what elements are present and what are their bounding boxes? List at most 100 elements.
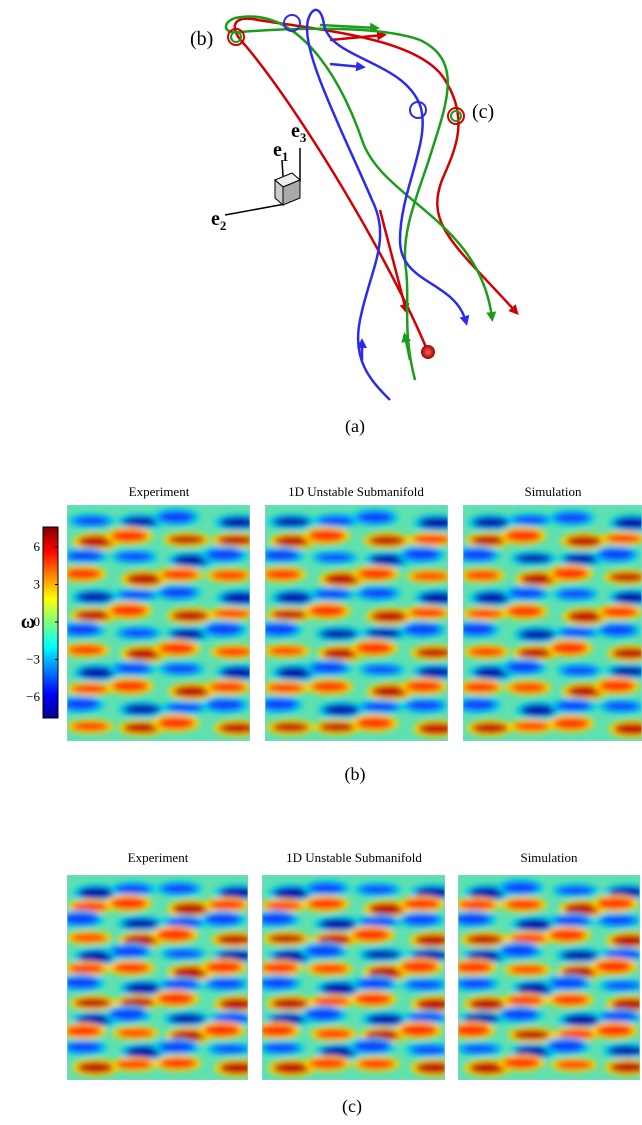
vortex xyxy=(64,568,101,579)
vortex xyxy=(403,914,440,925)
vortex xyxy=(65,1026,101,1037)
vortex xyxy=(513,516,549,524)
vortex xyxy=(172,903,208,915)
vorticity-field xyxy=(255,505,461,741)
vortex xyxy=(212,1045,248,1053)
vortex xyxy=(516,919,552,931)
vorticity-field xyxy=(57,505,263,741)
vortex xyxy=(265,902,302,910)
colorbar-tick-label: −6 xyxy=(26,689,40,704)
vortex xyxy=(217,934,253,944)
vortex xyxy=(213,610,250,618)
vortex xyxy=(113,963,149,973)
vortex xyxy=(116,1060,152,1069)
vortex xyxy=(416,648,453,658)
panel-title: Simulation xyxy=(520,850,578,865)
vortex xyxy=(511,934,547,943)
vortex xyxy=(564,1014,600,1026)
vortex xyxy=(356,717,393,729)
vortex xyxy=(125,982,161,994)
vortex xyxy=(305,1008,342,1020)
vortex xyxy=(404,624,441,636)
vortex xyxy=(403,548,440,560)
figure: (b) (c) e1 e2 e3 (a) Experiment 1D Unsta… xyxy=(0,0,642,1125)
vortex xyxy=(371,611,408,623)
vortex xyxy=(459,623,495,635)
vortex xyxy=(560,628,596,636)
vortex xyxy=(205,913,241,925)
vortex xyxy=(403,899,440,910)
vortex xyxy=(596,1025,632,1037)
vortex xyxy=(505,530,541,542)
vortex xyxy=(566,536,602,547)
vortex xyxy=(557,886,593,894)
vortex xyxy=(606,534,642,542)
vortex xyxy=(459,900,495,909)
vortex xyxy=(71,934,107,942)
vortex xyxy=(552,568,588,580)
vortex xyxy=(507,996,543,1005)
vortex xyxy=(209,900,245,909)
vortex xyxy=(220,517,257,528)
vortex xyxy=(362,702,399,711)
vortex xyxy=(468,647,504,656)
vortex xyxy=(548,1040,584,1052)
vortex xyxy=(509,966,545,974)
vortex xyxy=(211,571,248,580)
vortex xyxy=(112,946,148,957)
vortex xyxy=(466,934,502,944)
vortex xyxy=(418,723,455,735)
vortex xyxy=(356,979,393,989)
vortex xyxy=(272,998,309,1009)
vortex xyxy=(219,998,255,1010)
vortex xyxy=(161,569,198,579)
vortex xyxy=(68,964,104,973)
vortex xyxy=(408,1013,445,1021)
trajectories xyxy=(226,10,516,400)
vortex xyxy=(407,700,444,710)
vortex xyxy=(519,629,555,640)
vortex xyxy=(264,569,301,579)
vortex xyxy=(358,568,395,579)
vortex xyxy=(558,590,594,599)
axis-letter: e xyxy=(211,208,220,230)
vortex xyxy=(208,979,244,989)
axis-label: e3 xyxy=(291,120,307,145)
vortex xyxy=(263,1043,300,1052)
vortex xyxy=(354,1041,391,1053)
vortex xyxy=(272,722,309,732)
vortex xyxy=(63,913,99,925)
vortex xyxy=(267,684,304,693)
vortex xyxy=(308,898,345,909)
vortex xyxy=(507,606,543,617)
vortex xyxy=(73,516,110,525)
vortex xyxy=(411,1045,448,1054)
vortex xyxy=(206,962,242,973)
vortex xyxy=(215,647,252,656)
blue-trajectory-arrow xyxy=(330,64,362,67)
vortex xyxy=(311,964,348,973)
vortex xyxy=(596,961,632,973)
blue-trajectory xyxy=(307,10,466,400)
vortex xyxy=(454,1024,490,1036)
vortex xyxy=(64,624,101,636)
vortex xyxy=(319,722,356,732)
vortex xyxy=(163,664,200,673)
vortex xyxy=(416,998,453,1010)
vortex xyxy=(72,722,109,731)
vortex xyxy=(268,647,305,655)
vortex xyxy=(406,980,443,989)
vortex xyxy=(464,571,500,580)
vortex xyxy=(314,590,351,599)
vortex xyxy=(455,962,491,973)
vortex xyxy=(308,883,345,893)
vortex xyxy=(260,978,297,989)
vortex xyxy=(597,898,633,909)
vortex xyxy=(115,884,151,893)
vortex xyxy=(157,929,193,941)
vortex xyxy=(412,572,449,580)
vortex xyxy=(160,1058,196,1068)
vortex xyxy=(75,998,111,1008)
vortex xyxy=(400,1024,437,1036)
vortex xyxy=(313,997,350,1005)
